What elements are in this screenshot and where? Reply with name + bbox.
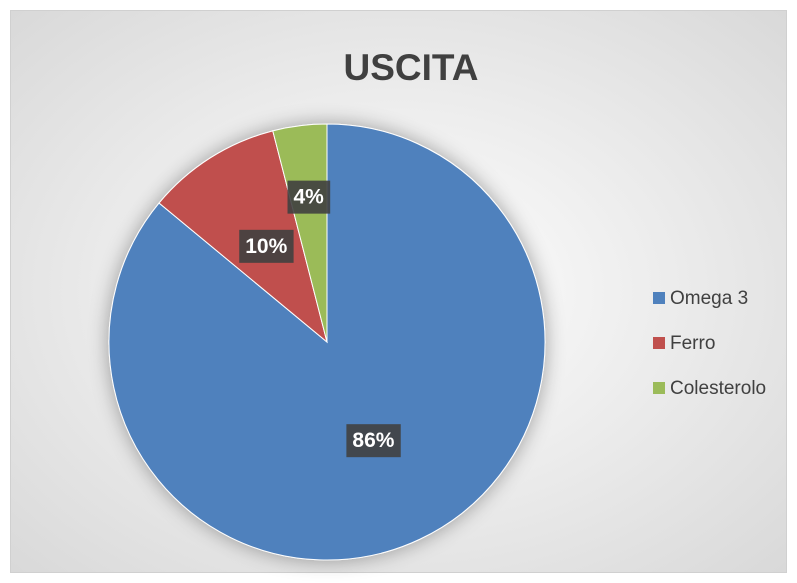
legend-swatch: [653, 292, 665, 304]
legend: Omega 3 Ferro Colesterolo: [653, 288, 766, 399]
data-label: 10%: [245, 235, 287, 258]
data-label: 4%: [294, 186, 325, 209]
pie-slice: [272, 123, 328, 343]
data-label-box: [239, 229, 294, 263]
data-label: 86%: [352, 429, 394, 452]
data-label-box: [346, 424, 401, 458]
chart-title: USCITA: [344, 47, 479, 88]
legend-swatch: [653, 337, 665, 349]
data-label-box: [287, 180, 331, 214]
data-labels: 86% 10% 4%: [239, 180, 401, 458]
legend-label: Omega 3: [670, 288, 748, 309]
legend-label: Colesterolo: [670, 378, 766, 399]
legend-label: Ferro: [670, 333, 715, 354]
legend-swatch: [653, 382, 665, 394]
